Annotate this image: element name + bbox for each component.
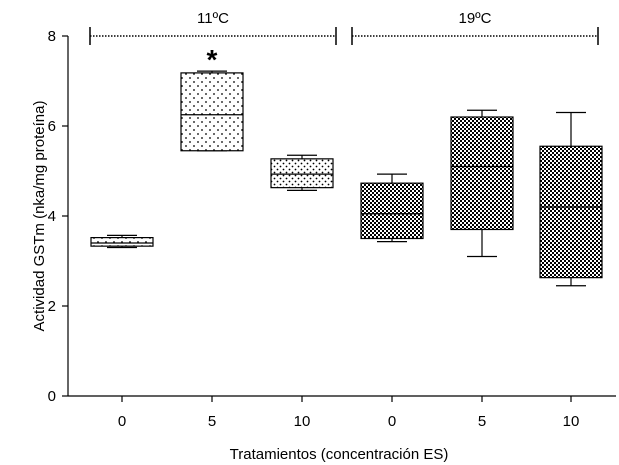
box-iqr bbox=[91, 238, 153, 247]
y-axis-title: Actividad GSTm (nka/mg proteína) bbox=[31, 101, 48, 332]
x-tick-label: 10 bbox=[294, 413, 311, 430]
y-tick-label: 4 bbox=[48, 208, 56, 225]
boxes: * bbox=[91, 44, 602, 286]
x-tick-label: 10 bbox=[563, 413, 580, 430]
group-brackets: 11ºC 19ºC bbox=[90, 10, 598, 45]
x-tick-label: 0 bbox=[388, 413, 396, 430]
box-2 bbox=[271, 155, 333, 190]
box-iqr bbox=[540, 146, 602, 277]
x-tick-label: 0 bbox=[118, 413, 126, 430]
group-bracket-0: 11ºC bbox=[90, 10, 336, 45]
y-tick-label: 0 bbox=[48, 388, 56, 405]
y-tick-label: 8 bbox=[48, 28, 56, 45]
box-4 bbox=[451, 110, 513, 256]
group-label: 19ºC bbox=[459, 10, 492, 27]
significance-asterisk: * bbox=[207, 44, 218, 75]
box-0 bbox=[91, 235, 153, 247]
x-tick-label: 5 bbox=[208, 413, 216, 430]
box-3 bbox=[361, 174, 423, 242]
axes: 0 2 4 6 8 0 5 10 0 5 10 bbox=[48, 28, 616, 430]
group-label: 11ºC bbox=[197, 10, 229, 27]
box-1: * bbox=[181, 44, 243, 151]
box-iqr bbox=[361, 183, 423, 238]
x-tick-label: 5 bbox=[478, 413, 486, 430]
group-bracket-1: 19ºC bbox=[352, 10, 598, 45]
y-tick-label: 2 bbox=[48, 298, 56, 315]
box-iqr bbox=[271, 159, 333, 188]
box-iqr bbox=[181, 73, 243, 151]
y-tick-label: 6 bbox=[48, 118, 56, 135]
x-axis-title: Tratamientos (concentración ES) bbox=[230, 446, 449, 463]
box-iqr bbox=[451, 117, 513, 230]
box-5 bbox=[540, 113, 602, 286]
